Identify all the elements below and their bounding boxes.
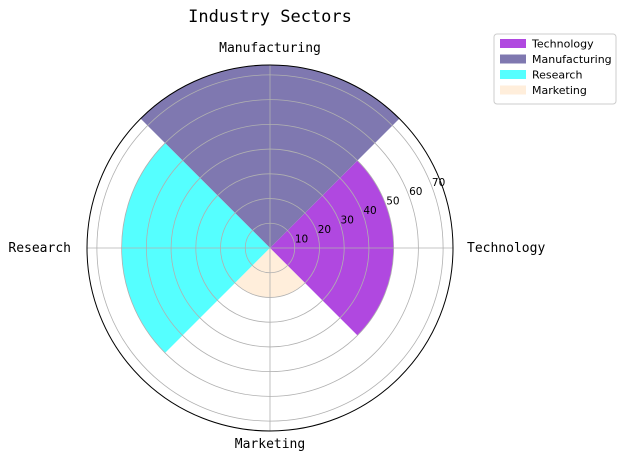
legend-label-manufacturing: Manufacturing [532,53,612,66]
radial-tick-label: 50 [386,196,399,208]
category-label-research: Research [8,241,71,256]
radial-tick-label: 60 [409,186,422,198]
category-label-marketing: Marketing [235,437,305,452]
legend-label-research: Research [532,69,582,82]
plot-frame [86,64,454,432]
radial-tick-label: 20 [318,224,331,236]
category-label-technology: Technology [467,241,545,256]
legend-swatch-technology [500,39,526,48]
legend-swatch-manufacturing [500,54,526,64]
chart-title: Industry Sectors [188,7,352,27]
radial-tick-label: 40 [363,205,376,217]
radial-tick-label: 10 [295,234,308,246]
legend: Technology Manufacturing Research Marketing [493,33,617,105]
radial-tick-label: 30 [341,215,354,227]
category-label-manufacturing: Manufacturing [219,41,321,56]
legend-swatch-marketing [500,85,526,95]
radial-tick-label: 70 [432,177,445,189]
legend-label-marketing: Marketing [532,84,587,97]
legend-label-technology: Technology [531,38,594,51]
legend-swatch-research [500,70,526,79]
